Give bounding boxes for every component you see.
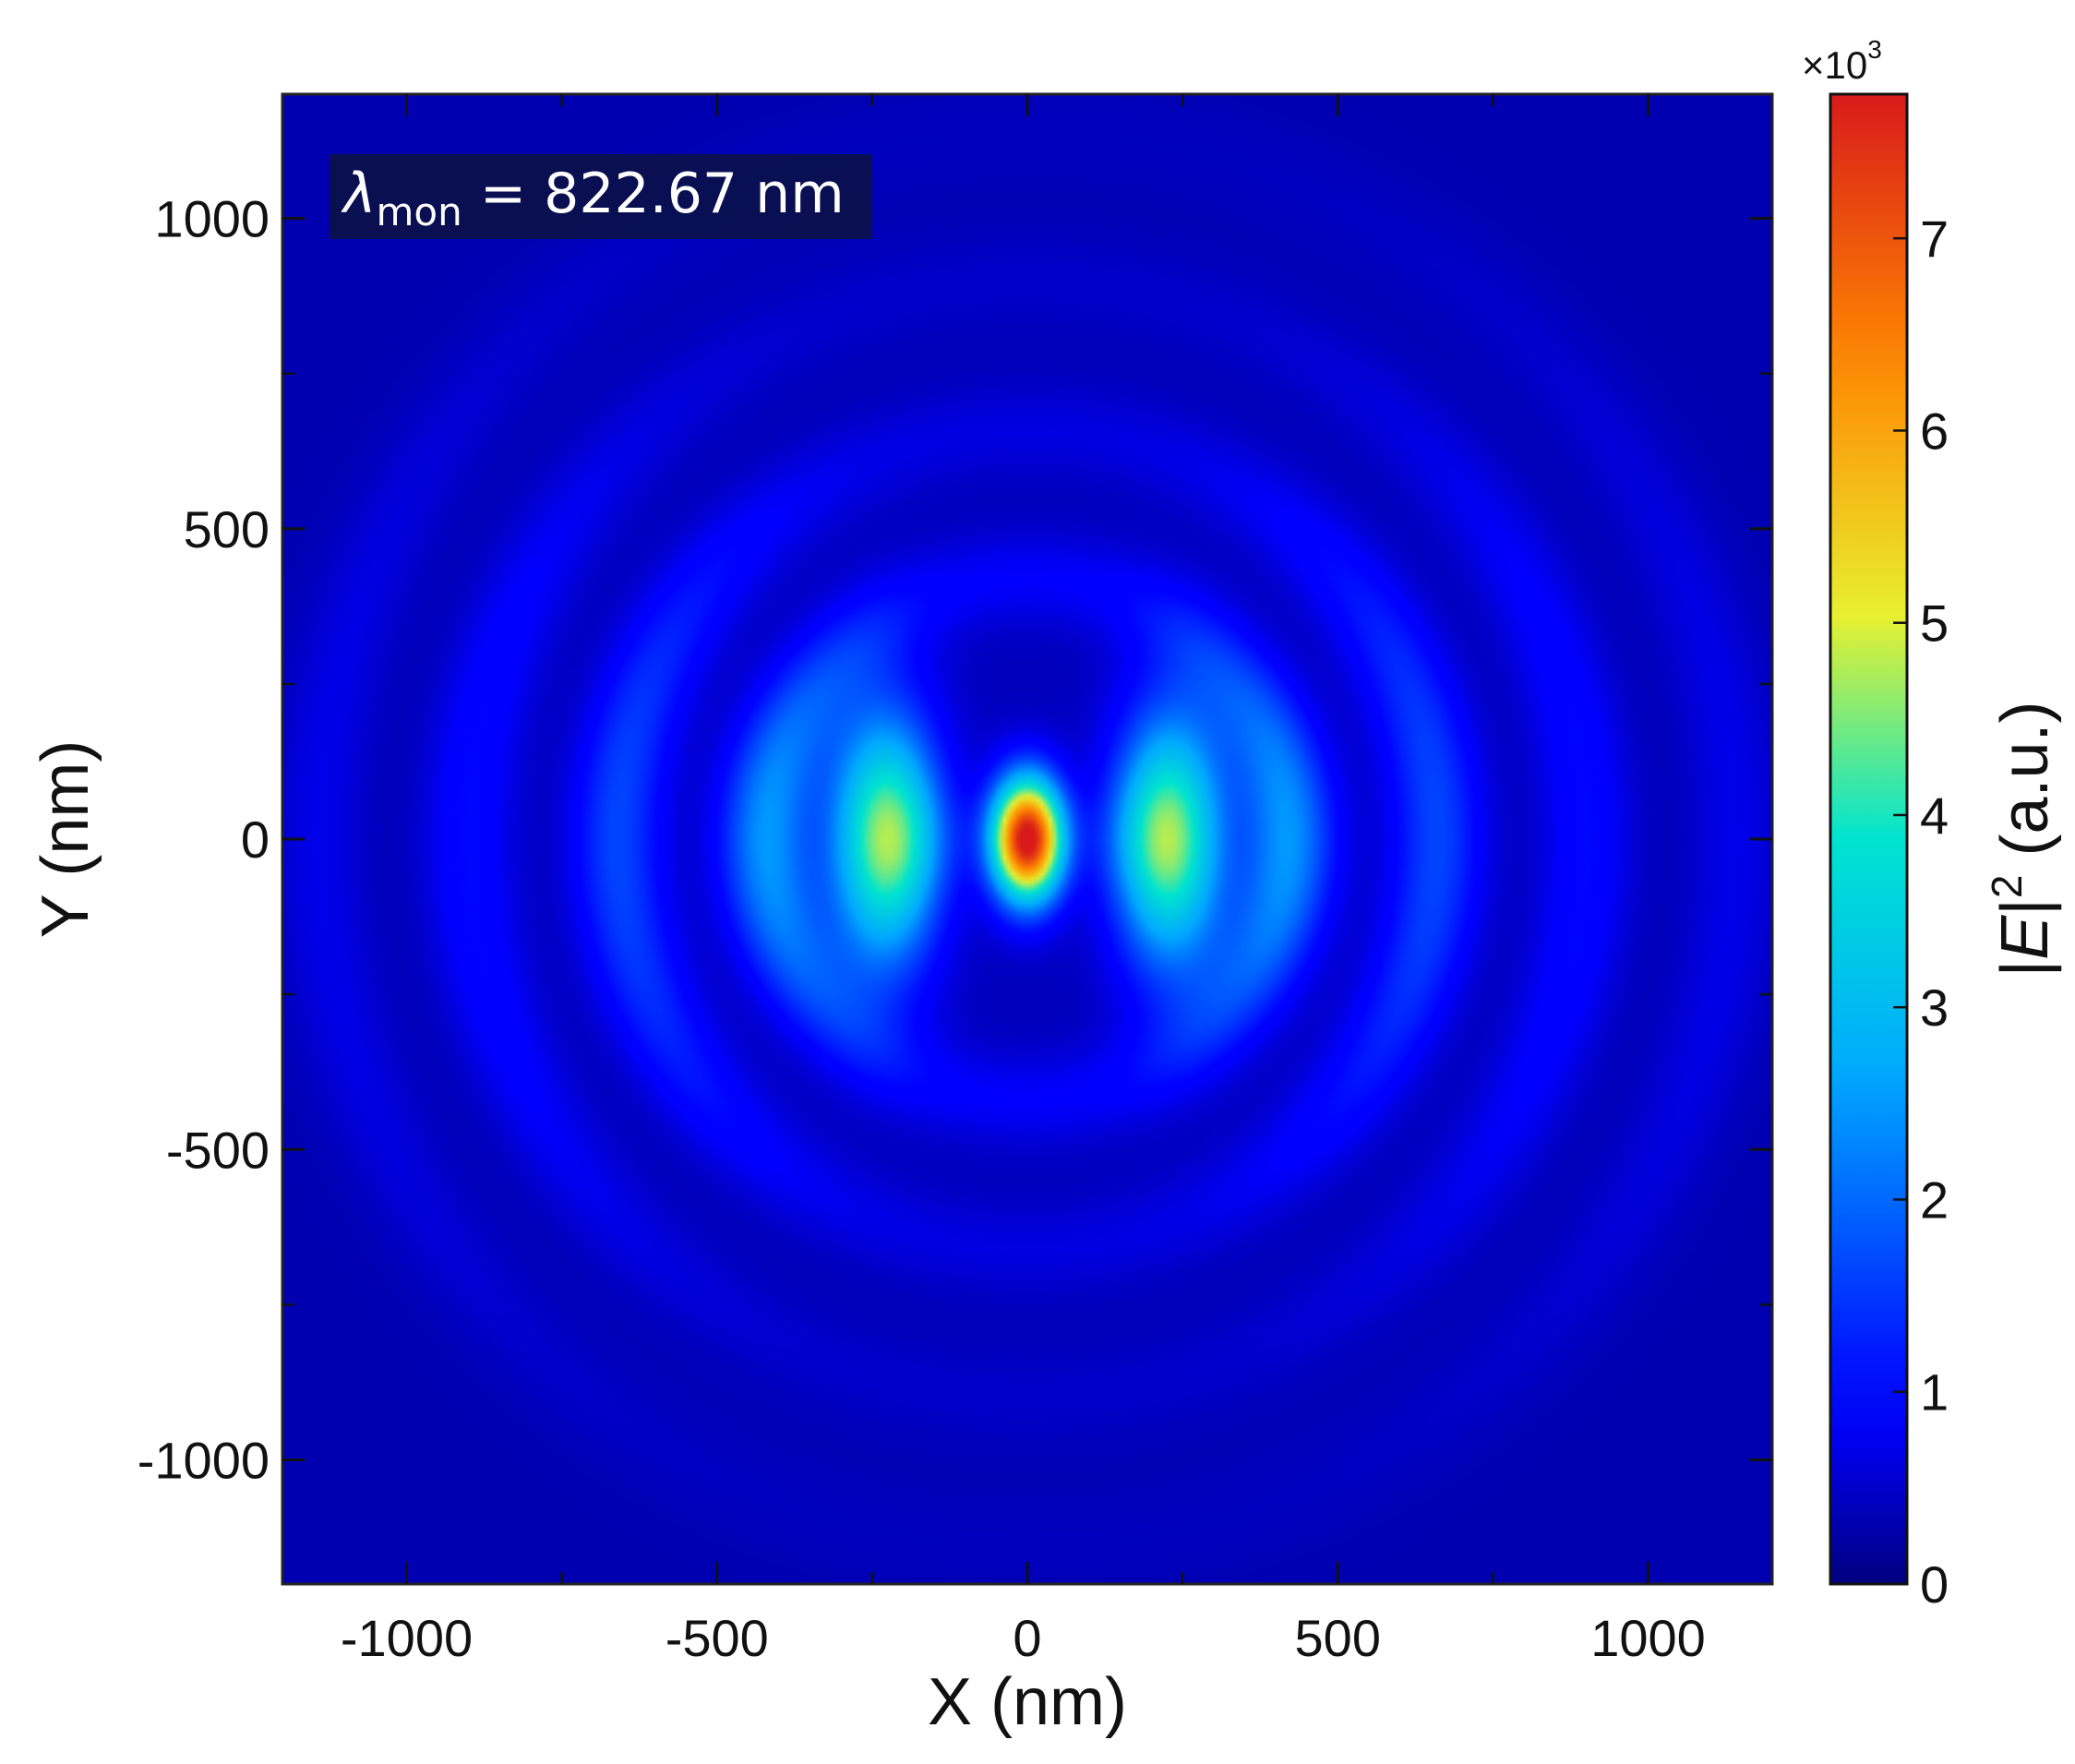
y-axis-title: Y (nm) [29, 740, 102, 939]
colorbar-title-bar-right: | [1988, 898, 2062, 916]
colorbar-tick-label: 5 [1920, 594, 1949, 653]
x-tick-label: -1000 [341, 1609, 473, 1667]
wavelength-annotation: λmon = 822.67 nm [330, 154, 872, 239]
y-tick-label: -500 [166, 1121, 270, 1179]
y-tick-label: 0 [241, 810, 270, 869]
lambda-symbol: λ [341, 162, 377, 226]
heatmap [282, 94, 1772, 1584]
colorbar-title-exponent: 2 [1983, 875, 2031, 899]
annotation-box [330, 154, 872, 239]
x-tick-label: 1000 [1590, 1609, 1706, 1667]
colorbar-tick-label: 6 [1920, 402, 1949, 460]
colorbar-scale-label: ×103 [1802, 35, 1882, 87]
colorbar-tick-label: 2 [1920, 1170, 1949, 1229]
heatmap-image [282, 94, 1772, 1584]
lambda-subscript: mon [377, 189, 462, 234]
x-tick-label: -500 [666, 1609, 769, 1667]
colorbar-gradient [1829, 92, 1909, 1586]
x-axis-ticks: -1000 -500 0 500 1000 [341, 94, 1706, 1667]
x-axis-title: X (nm) [928, 1665, 1127, 1739]
colorbar-tick-label: 3 [1920, 978, 1949, 1037]
colorbar-tick-label: 1 [1920, 1363, 1949, 1422]
scale-prefix: ×10 [1802, 43, 1867, 87]
scale-exponent: 3 [1867, 35, 1882, 64]
y-tick-label: 1000 [154, 190, 270, 248]
y-axis-ticks: -1000 -500 0 500 1000 [138, 190, 1772, 1490]
x-tick-label: 0 [1013, 1609, 1041, 1667]
colorbar-title: |E|2 (a.u.) [1983, 701, 2062, 977]
y-tick-label: -1000 [138, 1432, 270, 1490]
y-tick-label: 500 [184, 500, 270, 558]
colorbar-title-units: (a.u.) [1988, 701, 2062, 874]
annotation-text: λmon = 822.67 nm [341, 162, 845, 234]
colorbar-ticks: 0 1 2 3 4 5 6 7 [1893, 210, 1949, 1614]
x-tick-label: 500 [1295, 1609, 1381, 1667]
colorbar-tick-label: 0 [1920, 1555, 1949, 1614]
colorbar-tick-label: 4 [1920, 786, 1949, 845]
wavelength-value: = 822.67 nm [462, 162, 845, 226]
colorbar-title-bar-left: | [1988, 960, 2062, 978]
colorbar-tick-label: 7 [1920, 210, 1949, 268]
colorbar-title-var: E [1988, 915, 2062, 960]
